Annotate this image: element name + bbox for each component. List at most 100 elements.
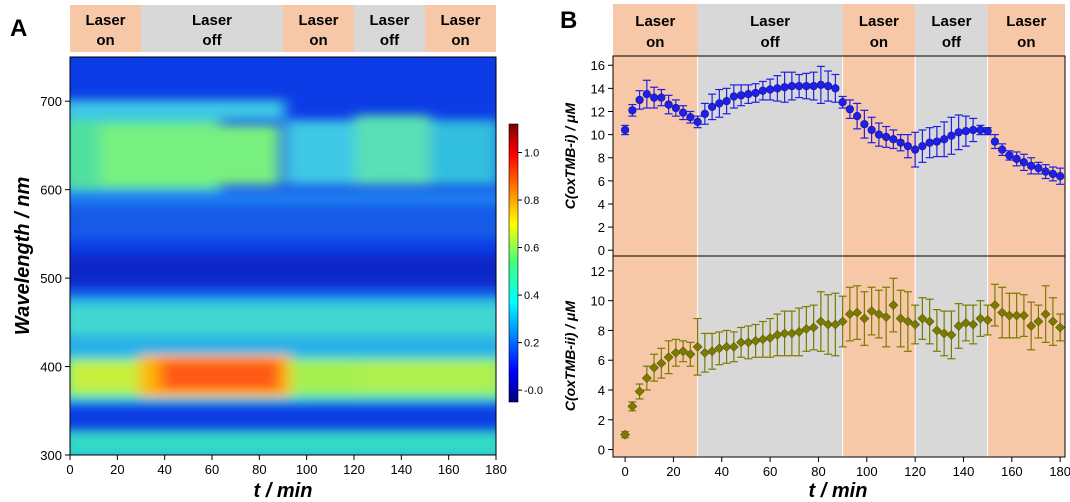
lower-data-point (852, 307, 863, 318)
band-a-label-line1-3: Laser (369, 12, 409, 29)
lower-data-point (939, 328, 950, 339)
lower-data-point (924, 316, 935, 327)
upper-y-tick-label: 6 (598, 174, 605, 189)
y-tick-label-a: 300 (40, 448, 62, 463)
upper-data-point (816, 80, 825, 90)
band-a-0 (70, 5, 141, 52)
upper-data-point (678, 108, 688, 117)
upper-data-point (1005, 151, 1014, 160)
x-tick-label-a: 20 (110, 462, 124, 477)
upper-data-point (990, 137, 1000, 146)
lower-y-tick-label: 12 (591, 264, 605, 279)
lower-data-point (1033, 316, 1044, 327)
lower-data-point (873, 309, 884, 319)
lower-data-point (627, 401, 638, 412)
y-tick-label-a: 400 (40, 360, 62, 375)
lower-data-point (721, 341, 732, 352)
upper-data-point (700, 109, 709, 118)
band-b-label-line2-1: off (761, 34, 781, 51)
band-b-label-line2-4: on (1017, 34, 1035, 51)
x-tick-label-a: 80 (252, 462, 266, 477)
upper-data-point (628, 106, 637, 115)
colorbar-tick-label: 0.2 (524, 338, 539, 350)
upper-data-point (722, 96, 731, 106)
upper-data-point (773, 84, 782, 93)
lower-data-point (728, 341, 739, 352)
x-tick-label-a: 120 (343, 462, 365, 477)
x-tick-label-b: 60 (763, 464, 777, 479)
panel-b-lower-ylabel: C(oxTMB-ii) / μM (562, 301, 578, 412)
upper-data-point (961, 127, 970, 136)
lower-data-point (1026, 321, 1037, 331)
upper-y-tick-label: 14 (591, 81, 605, 96)
heatmap-area (70, 57, 496, 455)
lower-data-point (881, 312, 892, 322)
lower-data-point (1055, 322, 1066, 333)
lower-data-point (895, 313, 906, 324)
lower-data-point (953, 321, 964, 331)
lower-data-point (830, 319, 841, 330)
upper-y-tick-label: 10 (591, 128, 605, 143)
band-b-label-line1-3: Laser (931, 13, 971, 30)
panel-b-xlabel: t / min (809, 480, 868, 502)
upper-data-point (831, 84, 840, 93)
upper-data-point (867, 125, 876, 135)
lower-data-point (779, 328, 790, 339)
lower-data-point (968, 319, 979, 330)
band-a-1 (141, 5, 283, 52)
upper-data-point (925, 138, 934, 147)
x-tick-label-b: 40 (715, 464, 729, 479)
upper-data-point (947, 131, 956, 140)
lower-y-tick-label: 8 (598, 323, 605, 338)
upper-data-point (983, 127, 992, 136)
upper-data-point (657, 93, 666, 102)
upper-data-point (976, 125, 985, 135)
y-tick-label-a: 500 (40, 271, 62, 286)
upper-data-point (1012, 154, 1021, 163)
upper-data-point (795, 81, 804, 91)
upper-data-point (940, 135, 949, 144)
band-b-label-line1-0: Laser (635, 13, 675, 30)
upper-data-point (1041, 167, 1050, 176)
x-tick-label-b: 100 (856, 464, 878, 479)
band-b-4 (987, 4, 1065, 457)
lower-data-point (1011, 310, 1022, 321)
upper-data-point (1034, 164, 1043, 173)
upper-y-tick-label: 2 (598, 220, 605, 235)
band-b-0 (613, 4, 698, 457)
upper-data-point (802, 81, 811, 91)
upper-data-point (715, 99, 724, 108)
x-tick-label-b: 140 (953, 464, 975, 479)
colorbar (508, 123, 519, 403)
upper-data-point (809, 81, 818, 91)
upper-data-point (998, 145, 1007, 154)
upper-data-point (766, 85, 775, 94)
colorbar-tick-label: 0.8 (524, 195, 539, 207)
lower-data-point (917, 313, 928, 324)
band-a-label-line2-4: on (451, 32, 469, 49)
x-tick-label-a: 0 (66, 462, 73, 477)
lower-data-point (837, 316, 848, 327)
lower-data-point (794, 327, 805, 337)
heatmap-features (70, 100, 496, 455)
x-tick-label-b: 0 (621, 464, 628, 479)
upper-data-point (620, 125, 630, 135)
panel-b-laser-bands: Laser on Laser off Laser on Laser off Laser on (613, 4, 1065, 457)
upper-data-point (969, 125, 978, 135)
lower-data-point (663, 352, 674, 363)
upper-y-tick-label: 12 (591, 104, 605, 119)
band-b-label-line2-0: on (646, 34, 664, 51)
lower-y-tick-label: 2 (598, 413, 605, 428)
band-b-3 (915, 4, 988, 457)
panel-a-frame (69, 56, 497, 456)
band-a-label-line1-1: Laser (192, 12, 232, 29)
lower-data-point (1018, 310, 1029, 321)
upper-data-point (824, 81, 833, 91)
x-tick-label-b: 20 (666, 464, 680, 479)
panel-b-upper-ylabel: C(oxTMB-i) / μM (562, 102, 578, 209)
upper-data-point (1027, 161, 1036, 170)
lower-y-tick-label: 0 (598, 443, 605, 458)
upper-data-point (693, 117, 702, 126)
upper-y-tick-label: 8 (598, 151, 605, 166)
lower-data-point (649, 362, 660, 373)
